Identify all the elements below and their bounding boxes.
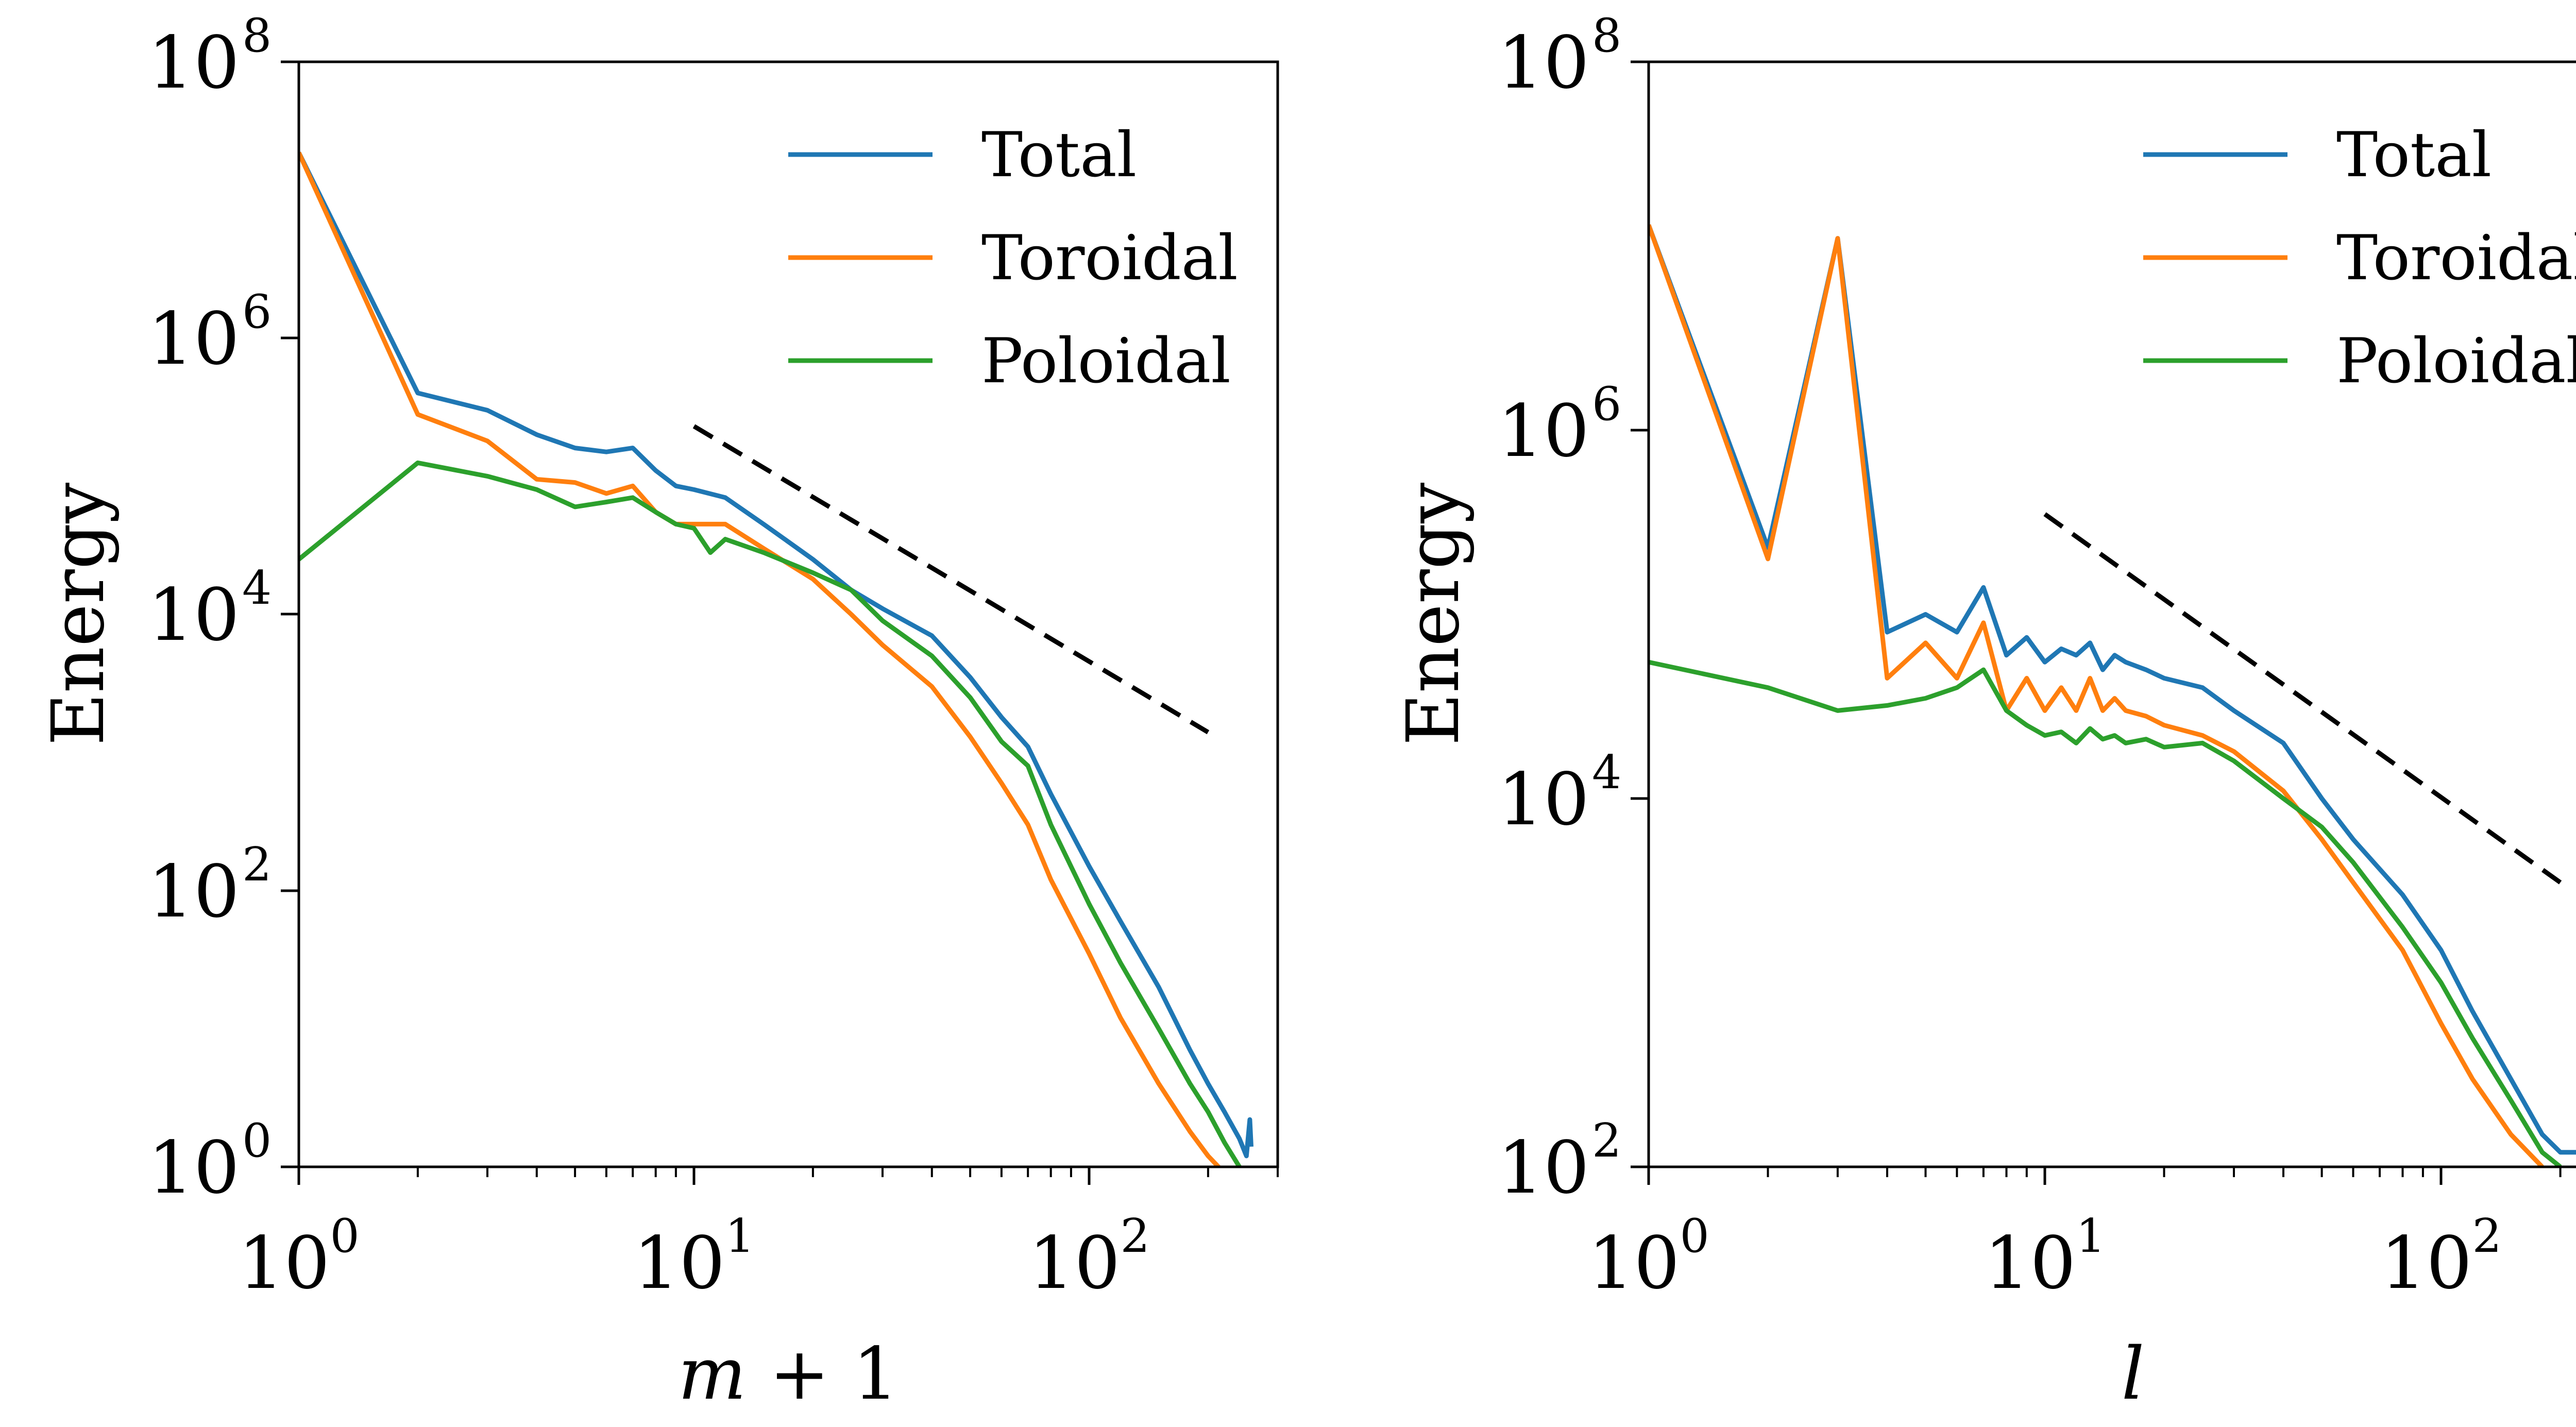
legend-item-total-left: Total: [788, 120, 1137, 191]
y-tick-label: 10: [1498, 389, 1589, 473]
reference-dashed-line-left: [692, 424, 1210, 735]
legend-label-total-left: Total: [981, 120, 1137, 191]
legend-label-total-right: Total: [2336, 120, 2492, 191]
y-tick-right-3: 10 8: [1498, 9, 1649, 105]
series-line-toroidal-left: [299, 151, 1222, 1167]
legend-label-poloidal-left: Poloidal: [981, 326, 1231, 397]
legend-label-toroidal-right: Toroidal: [2336, 223, 2576, 294]
x-tick-left-0: 100: [238, 1167, 360, 1305]
legend-item-total-right: Total: [2143, 120, 2492, 191]
y-tick-exponent: 2: [242, 838, 272, 892]
panel-right: 100 101 102 l 10 2 10 4: [1392, 9, 2576, 1416]
series-line-total-right: [1649, 224, 2576, 1155]
series-line-poloidal-left: [299, 460, 1242, 1167]
series-line-toroidal-right: [1649, 224, 2544, 1167]
y-tick-exponent: 8: [1592, 9, 1621, 63]
series-line-total-left: [299, 151, 1253, 1159]
y-tick-left-1: 10 2: [148, 838, 299, 934]
y-tick-left-3: 10 6: [148, 285, 299, 381]
y-tick-label: 10: [1498, 21, 1589, 105]
x-tick-label: 100: [1588, 1209, 1709, 1305]
y-axis-label-right: Energy: [1392, 483, 1476, 746]
x-tick-label: 101: [1984, 1209, 2105, 1305]
y-tick-left-4: 10 8: [148, 9, 299, 105]
y-tick-exponent: 4: [242, 561, 272, 615]
y-tick-right-1: 10 4: [1498, 745, 1649, 842]
y-tick-label: 10: [148, 297, 240, 381]
plot-area-right: [1647, 60, 2576, 1168]
y-tick-exponent: 0: [242, 1114, 272, 1168]
y-tick-left-2: 10 4: [148, 561, 299, 657]
legend-item-poloidal-right: Poloidal: [2143, 326, 2576, 397]
y-tick-exponent: 2: [1592, 1114, 1621, 1168]
y-tick-exponent: 6: [1592, 377, 1621, 431]
y-tick-label: 10: [148, 850, 240, 934]
y-axis-label-left: Energy: [37, 483, 121, 746]
panel-left: 100 101 102 m + 1 10 0 10 2: [37, 9, 1279, 1416]
series-line-poloidal-right: [1649, 659, 2562, 1167]
y-tick-label: 10: [1498, 758, 1589, 842]
x-axis-left: 100 101 102 m + 1: [238, 1167, 1279, 1416]
x-tick-right-0: 100: [1588, 1167, 1709, 1305]
x-tick-right-1: 101: [1984, 1167, 2106, 1305]
x-tick-left-1: 101: [633, 1167, 755, 1305]
y-tick-left-0: 10 0: [148, 1114, 299, 1210]
y-tick-label: 10: [148, 1126, 240, 1210]
y-axis-left: 10 0 10 2 10 4 10 6 10 8: [37, 9, 299, 1210]
legend-label-poloidal-right: Poloidal: [2336, 326, 2576, 397]
legend-item-poloidal-left: Poloidal: [788, 326, 1231, 397]
x-axis-right: 100 101 102 l: [1588, 1167, 2562, 1416]
y-tick-label: 10: [148, 573, 240, 657]
x-minor-ticks-left: [416, 1167, 1279, 1177]
y-tick-exponent: 4: [1592, 745, 1621, 800]
x-axis-label-left: m + 1: [678, 1332, 899, 1416]
y-tick-exponent: 6: [242, 285, 272, 339]
legend-left: Total Toroidal Poloidal: [788, 120, 1238, 397]
x-tick-label: 101: [633, 1209, 754, 1305]
y-tick-label: 10: [148, 21, 240, 105]
legend-right: Total Toroidal Poloidal: [2143, 120, 2576, 397]
axes-frame-right: [1647, 60, 2576, 1168]
x-tick-label: 102: [1028, 1209, 1149, 1305]
legend-label-toroidal-left: Toroidal: [981, 223, 1238, 294]
x-axis-label-right: l: [2122, 1332, 2145, 1416]
y-tick-exponent: 8: [242, 9, 272, 63]
y-axis-right: 10 2 10 4 10 6 10 8 Energy: [1392, 9, 1649, 1210]
x-tick-left-2: 102: [1028, 1167, 1150, 1305]
reference-dashed-line-right: [2043, 512, 2562, 885]
x-minor-ticks-right: [1767, 1167, 2562, 1177]
y-tick-right-2: 10 6: [1498, 377, 1649, 473]
legend-item-toroidal-left: Toroidal: [788, 223, 1238, 294]
x-tick-label: 102: [2380, 1209, 2501, 1305]
legend-item-toroidal-right: Toroidal: [2143, 223, 2576, 294]
x-tick-right-2: 102: [2380, 1167, 2502, 1305]
x-tick-label: 100: [238, 1209, 359, 1305]
y-tick-label: 10: [1498, 1126, 1589, 1210]
y-tick-right-0: 10 2: [1498, 1114, 1649, 1210]
